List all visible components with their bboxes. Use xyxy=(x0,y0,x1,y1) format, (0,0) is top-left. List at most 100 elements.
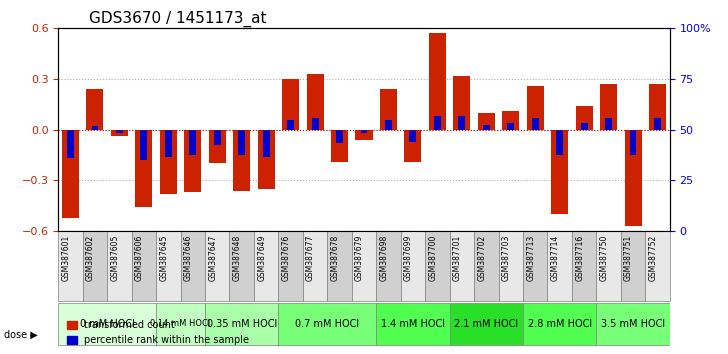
Text: dose ▶: dose ▶ xyxy=(4,330,37,339)
Text: GSM387714: GSM387714 xyxy=(550,235,560,281)
Text: GSM387703: GSM387703 xyxy=(502,235,511,281)
Bar xyxy=(409,130,416,142)
FancyBboxPatch shape xyxy=(58,231,83,301)
Bar xyxy=(630,130,636,155)
FancyBboxPatch shape xyxy=(596,303,670,344)
FancyBboxPatch shape xyxy=(254,231,278,301)
Bar xyxy=(600,84,617,130)
FancyBboxPatch shape xyxy=(523,231,547,301)
FancyBboxPatch shape xyxy=(547,231,572,301)
Text: GSM387678: GSM387678 xyxy=(331,235,339,281)
Bar xyxy=(605,118,612,130)
FancyBboxPatch shape xyxy=(645,231,670,301)
Bar xyxy=(531,118,539,130)
Text: 0 mM HOCl: 0 mM HOCl xyxy=(80,319,135,329)
FancyBboxPatch shape xyxy=(450,303,523,344)
FancyBboxPatch shape xyxy=(352,231,376,301)
Text: GSM387679: GSM387679 xyxy=(355,235,364,281)
Bar xyxy=(434,116,441,130)
Text: 0.7 mM HOCl: 0.7 mM HOCl xyxy=(296,319,360,329)
Bar xyxy=(502,111,519,130)
FancyBboxPatch shape xyxy=(523,303,596,344)
Bar xyxy=(214,130,221,145)
Bar xyxy=(483,125,490,130)
Text: GSM387605: GSM387605 xyxy=(111,235,119,281)
FancyBboxPatch shape xyxy=(278,303,376,344)
Text: GSM387700: GSM387700 xyxy=(428,235,438,281)
Text: 3.5 mM HOCl: 3.5 mM HOCl xyxy=(601,319,665,329)
FancyBboxPatch shape xyxy=(499,231,523,301)
FancyBboxPatch shape xyxy=(596,231,621,301)
FancyBboxPatch shape xyxy=(572,231,596,301)
Bar xyxy=(282,79,299,130)
Bar xyxy=(263,130,269,157)
FancyBboxPatch shape xyxy=(376,303,450,344)
Bar xyxy=(478,113,495,130)
Bar xyxy=(404,130,422,162)
Bar xyxy=(67,130,74,159)
Legend: transformed count, percentile rank within the sample: transformed count, percentile rank withi… xyxy=(63,316,253,349)
Text: 0.35 mM HOCl: 0.35 mM HOCl xyxy=(207,319,277,329)
Bar xyxy=(429,33,446,130)
Text: 1.4 mM HOCl: 1.4 mM HOCl xyxy=(381,319,445,329)
Text: GDS3670 / 1451173_at: GDS3670 / 1451173_at xyxy=(89,11,266,27)
Bar xyxy=(135,130,152,207)
Bar xyxy=(141,130,147,160)
FancyBboxPatch shape xyxy=(474,231,499,301)
Text: GSM387648: GSM387648 xyxy=(233,235,242,281)
Bar xyxy=(287,120,294,130)
FancyBboxPatch shape xyxy=(400,231,425,301)
Text: GSM387699: GSM387699 xyxy=(404,235,413,281)
FancyBboxPatch shape xyxy=(450,231,474,301)
Bar xyxy=(385,120,392,130)
Bar xyxy=(355,130,373,140)
Text: GSM387713: GSM387713 xyxy=(526,235,535,281)
Bar xyxy=(336,130,343,143)
Bar xyxy=(581,123,587,130)
Bar xyxy=(233,130,250,190)
FancyBboxPatch shape xyxy=(83,231,107,301)
Bar xyxy=(312,118,319,130)
FancyBboxPatch shape xyxy=(107,231,132,301)
Text: GSM387701: GSM387701 xyxy=(453,235,462,281)
Text: GSM387702: GSM387702 xyxy=(478,235,486,281)
Bar xyxy=(87,89,103,130)
Text: GSM387751: GSM387751 xyxy=(624,235,633,281)
Text: GSM387698: GSM387698 xyxy=(379,235,389,281)
FancyBboxPatch shape xyxy=(58,303,156,344)
Bar xyxy=(62,130,79,218)
Bar xyxy=(306,74,324,130)
FancyBboxPatch shape xyxy=(425,231,450,301)
Text: GSM387752: GSM387752 xyxy=(649,235,657,281)
FancyBboxPatch shape xyxy=(278,231,303,301)
FancyBboxPatch shape xyxy=(303,231,328,301)
Bar xyxy=(258,130,274,189)
Text: GSM387649: GSM387649 xyxy=(257,235,266,281)
Bar xyxy=(360,130,368,133)
Text: 2.1 mM HOCl: 2.1 mM HOCl xyxy=(454,319,518,329)
FancyBboxPatch shape xyxy=(156,231,181,301)
Text: GSM387602: GSM387602 xyxy=(86,235,95,281)
Bar xyxy=(111,130,128,136)
Text: GSM387646: GSM387646 xyxy=(183,235,193,281)
Bar xyxy=(116,130,123,133)
Bar xyxy=(189,130,197,155)
Text: GSM387677: GSM387677 xyxy=(306,235,315,281)
Bar xyxy=(238,130,245,155)
Text: GSM387716: GSM387716 xyxy=(575,235,584,281)
Bar xyxy=(649,84,666,130)
Bar xyxy=(526,86,544,130)
Bar xyxy=(159,130,177,194)
Text: GSM387645: GSM387645 xyxy=(159,235,168,281)
Bar xyxy=(165,130,172,157)
Bar xyxy=(576,106,593,130)
Bar xyxy=(551,130,569,214)
Text: GSM387676: GSM387676 xyxy=(282,235,290,281)
FancyBboxPatch shape xyxy=(328,231,352,301)
FancyBboxPatch shape xyxy=(156,303,205,344)
FancyBboxPatch shape xyxy=(205,231,229,301)
Bar xyxy=(184,130,202,192)
Bar xyxy=(209,130,226,164)
Bar xyxy=(459,116,465,130)
FancyBboxPatch shape xyxy=(229,231,254,301)
